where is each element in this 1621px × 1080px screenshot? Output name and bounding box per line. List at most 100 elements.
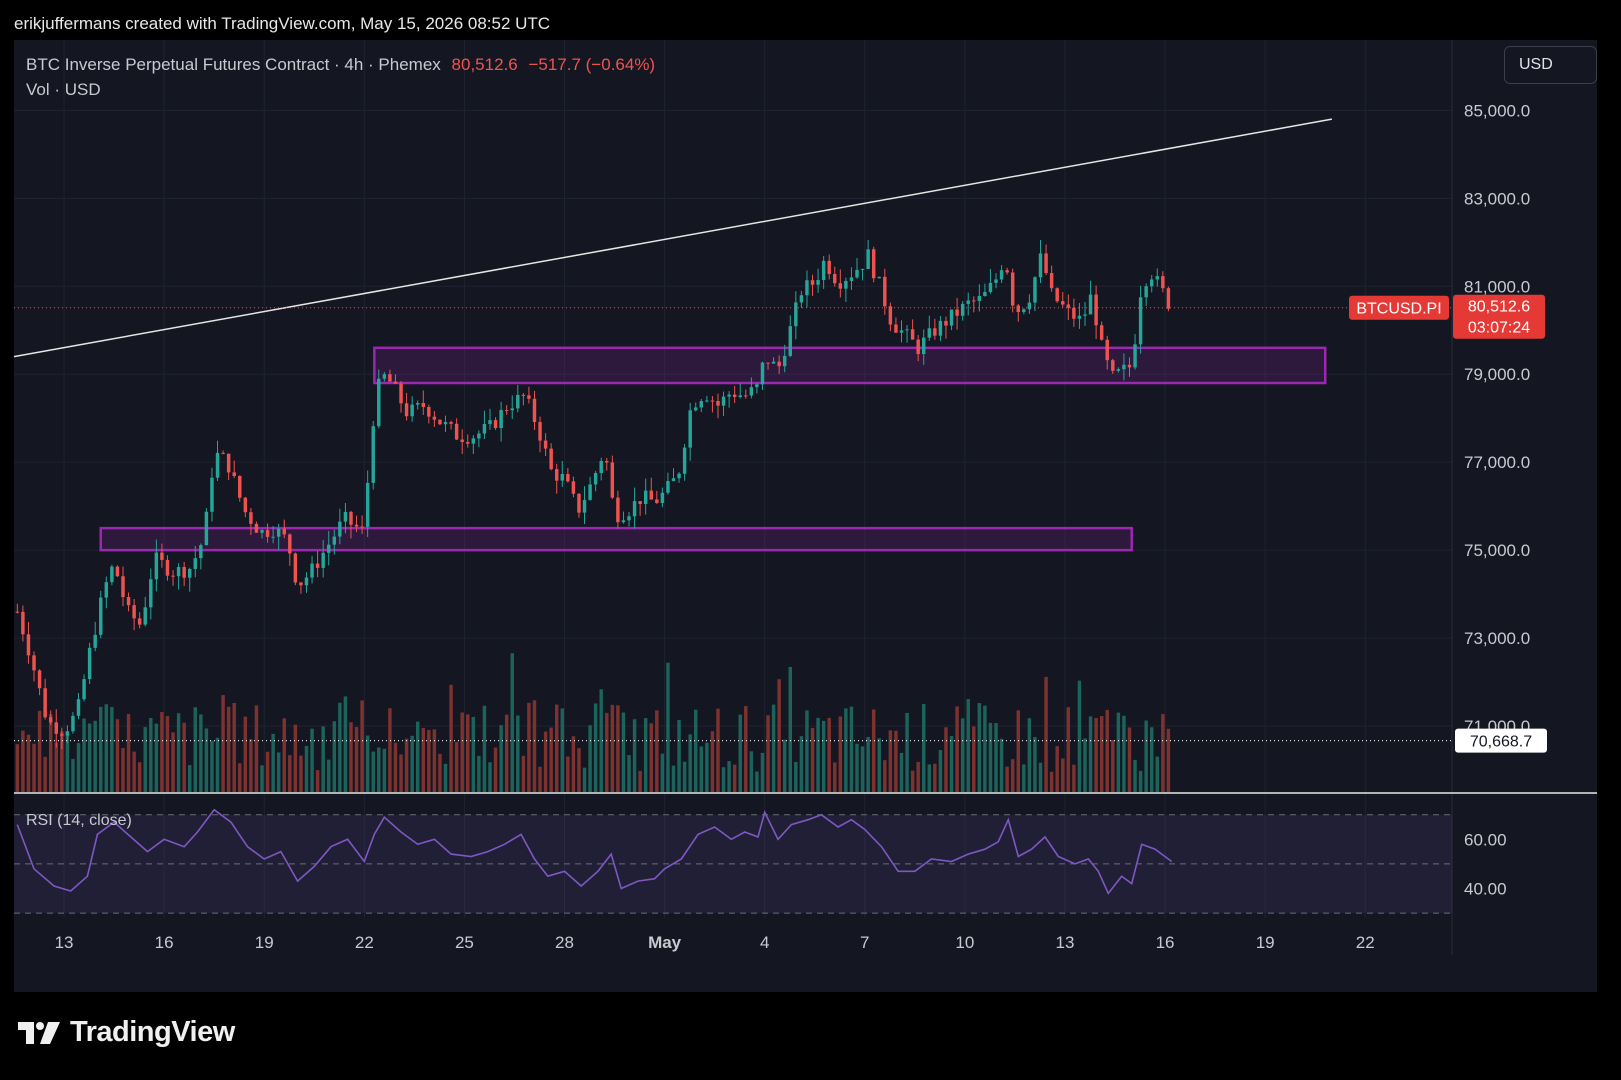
volume-bar xyxy=(860,746,865,792)
candle-body xyxy=(1105,339,1109,361)
candle-body xyxy=(276,528,281,537)
candle-body xyxy=(454,423,459,440)
support-zones[interactable] xyxy=(99,346,1327,552)
volume-bar xyxy=(510,653,514,792)
volume-bar xyxy=(193,707,198,792)
candle-body xyxy=(977,296,982,302)
candle-body xyxy=(582,499,587,513)
volume-bar xyxy=(1033,737,1037,792)
candle-body xyxy=(82,679,86,700)
candle-body xyxy=(1033,277,1037,303)
volume-bar xyxy=(888,730,893,792)
candle-body xyxy=(983,291,987,297)
candle-body xyxy=(315,563,320,568)
volume-bar xyxy=(471,716,476,792)
volume-bar xyxy=(610,704,615,792)
candle-body xyxy=(1088,294,1093,315)
candle-body xyxy=(593,473,598,485)
volume-bar xyxy=(1133,759,1137,792)
volume-bar xyxy=(249,739,253,792)
volume-bar xyxy=(71,758,75,792)
volume-bar xyxy=(260,765,264,792)
price-tick-label: 77,000.0 xyxy=(1464,453,1530,472)
date-tick-label: 4 xyxy=(760,933,769,952)
candle-body xyxy=(849,277,854,281)
rsi-pane: RSI (14, close) xyxy=(14,808,1452,914)
candle-body xyxy=(516,394,520,409)
volume-bar xyxy=(649,723,653,792)
candle-body xyxy=(844,280,848,289)
volume-bar xyxy=(732,764,737,792)
volume-bar xyxy=(276,752,281,792)
price-tick-label: 83,000.0 xyxy=(1464,189,1530,208)
date-tick-label: May xyxy=(648,933,682,952)
volume-bar xyxy=(810,727,815,792)
volume-bar xyxy=(988,722,993,792)
currency-button[interactable]: USD xyxy=(1504,46,1597,84)
candle-body xyxy=(110,566,114,583)
volume-bar xyxy=(966,699,970,792)
candle-body xyxy=(655,499,659,503)
volume-bar xyxy=(371,751,375,792)
candle-body xyxy=(738,395,742,397)
volume-bar xyxy=(855,743,859,792)
volume-bar xyxy=(1144,720,1148,792)
candle-body xyxy=(193,558,198,569)
candle-body xyxy=(343,511,348,522)
volume-bar xyxy=(910,770,915,792)
candle-body xyxy=(866,249,870,269)
candle-body xyxy=(377,378,381,427)
candle-body xyxy=(638,501,642,505)
candle-body xyxy=(410,404,414,417)
candle-body xyxy=(855,269,859,278)
volume-bar xyxy=(699,746,704,792)
volume-bar xyxy=(204,728,209,792)
volume-bar xyxy=(1072,764,1076,792)
symbol-tag-bg xyxy=(1349,295,1449,320)
volume-bar xyxy=(916,761,920,792)
volume-tag-bg xyxy=(1455,728,1547,753)
candle-body xyxy=(60,733,64,736)
candle-body xyxy=(727,394,731,397)
candle-body xyxy=(199,545,203,559)
candle-body xyxy=(821,260,826,281)
legend-price: 80,512.6 xyxy=(451,55,518,74)
volume-bar xyxy=(1116,712,1121,792)
volume-bar xyxy=(516,715,520,792)
candle-body xyxy=(477,433,481,439)
volume-bar xyxy=(149,717,153,792)
volume-bar xyxy=(115,719,120,792)
candle-body xyxy=(521,394,526,396)
volume-bar xyxy=(221,695,225,792)
rsi-tick-label: 60.00 xyxy=(1464,830,1507,849)
volume-bar xyxy=(833,762,837,792)
last-price-tags: BTCUSD.PI 80,512.6 03:07:24 70,668.7 xyxy=(1349,294,1547,753)
candle-body xyxy=(577,493,581,513)
tradingview-logo-icon xyxy=(18,1021,60,1044)
overlays[interactable] xyxy=(13,118,1452,742)
volume-bar xyxy=(1044,676,1048,792)
volume-bar xyxy=(338,702,342,792)
candle-body xyxy=(360,526,364,528)
volume-bar xyxy=(655,710,659,792)
tradingview-logo[interactable]: TradingView xyxy=(18,1016,235,1049)
volume-bar xyxy=(104,704,109,792)
volume-bar xyxy=(960,718,965,792)
volume-bar xyxy=(432,729,437,792)
volume-bar xyxy=(454,741,459,792)
candle-body xyxy=(427,406,431,417)
candle-body xyxy=(666,481,670,493)
candle-body xyxy=(37,670,42,689)
candle-body xyxy=(93,634,97,648)
volume-bar xyxy=(1105,709,1109,792)
candle-body xyxy=(99,597,103,635)
candle-body xyxy=(1149,279,1154,287)
candle-body xyxy=(827,260,831,275)
volume-bar xyxy=(588,725,592,792)
candle-body xyxy=(388,374,392,382)
candle-body xyxy=(371,426,375,483)
volume-bar xyxy=(60,731,64,792)
candle-body xyxy=(1155,276,1160,280)
volume-bar xyxy=(449,684,453,792)
